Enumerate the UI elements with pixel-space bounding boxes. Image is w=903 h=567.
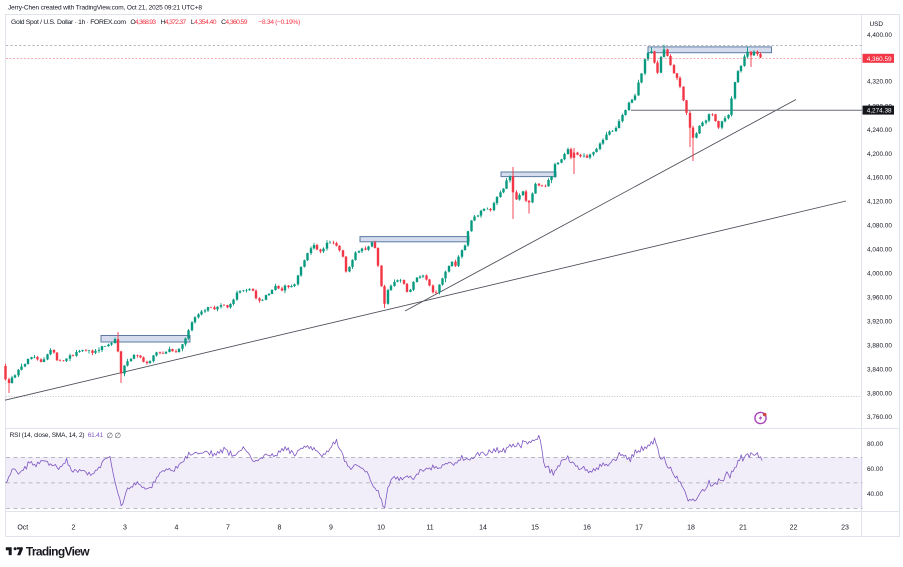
svg-text:61.41: 61.41 [88, 432, 104, 439]
svg-text:3,880.00: 3,880.00 [867, 342, 892, 349]
svg-text:4,160.00: 4,160.00 [867, 175, 892, 182]
svg-text:4,040.00: 4,040.00 [867, 247, 892, 254]
svg-text:3,960.00: 3,960.00 [867, 294, 892, 301]
svg-text:22: 22 [790, 525, 798, 532]
svg-text:16: 16 [583, 525, 591, 532]
svg-text:10: 10 [377, 525, 385, 532]
svg-text:7: 7 [226, 525, 230, 532]
svg-text:Gold Spot / U.S. Dollar · 1h ·: Gold Spot / U.S. Dollar · 1h · FOREX.com [11, 19, 126, 26]
svg-text:4,120.00: 4,120.00 [867, 199, 892, 206]
svg-text:23: 23 [841, 525, 849, 532]
svg-text:18: 18 [687, 525, 695, 532]
svg-text:40.00: 40.00 [867, 491, 883, 498]
svg-text:21: 21 [739, 525, 747, 532]
svg-text:4,240.00: 4,240.00 [867, 127, 892, 134]
svg-text:3,760.00: 3,760.00 [867, 414, 892, 421]
svg-text:3,840.00: 3,840.00 [867, 366, 892, 373]
svg-text:11: 11 [426, 525, 433, 532]
svg-text:9: 9 [329, 525, 333, 532]
svg-text:4,360.59: 4,360.59 [867, 56, 892, 63]
svg-text:14: 14 [479, 525, 487, 532]
svg-text:4,080.00: 4,080.00 [867, 223, 892, 230]
svg-text:8: 8 [278, 525, 282, 532]
svg-text:4,400.00: 4,400.00 [867, 32, 892, 39]
svg-text:Jerry-Chen created with Tradin: Jerry-Chen created with TradingView.com,… [8, 5, 202, 12]
svg-text:2: 2 [72, 525, 76, 532]
svg-text:60.00: 60.00 [867, 466, 883, 473]
svg-text:Oct: Oct [17, 525, 28, 532]
svg-text:USD: USD [870, 21, 884, 28]
svg-text:4: 4 [175, 525, 179, 532]
svg-text:3,920.00: 3,920.00 [867, 318, 892, 325]
svg-text:80.00: 80.00 [867, 441, 883, 448]
svg-text:TradingView: TradingView [26, 544, 90, 558]
svg-text:4,200.00: 4,200.00 [867, 151, 892, 158]
svg-text:−8.34 (−0.19%): −8.34 (−0.19%) [258, 19, 300, 26]
svg-text:4,000.00: 4,000.00 [867, 271, 892, 278]
svg-text:15: 15 [531, 525, 539, 532]
svg-text:4,274.38: 4,274.38 [867, 108, 892, 115]
svg-text:3,800.00: 3,800.00 [867, 390, 892, 397]
svg-text:L4,354.40: L4,354.40 [191, 19, 217, 26]
svg-text:∅: ∅ [115, 431, 121, 440]
svg-text:4,320.00: 4,320.00 [867, 79, 892, 86]
svg-text:O4,368.93: O4,368.93 [130, 19, 156, 26]
svg-text:C4,360.59: C4,360.59 [221, 19, 248, 26]
svg-text:∅: ∅ [107, 431, 113, 440]
svg-text:17: 17 [635, 525, 643, 532]
svg-text:RSI (14, close, SMA, 14, 2): RSI (14, close, SMA, 14, 2) [10, 432, 85, 439]
svg-text:H4,372.37: H4,372.37 [161, 19, 187, 26]
svg-text:3: 3 [123, 525, 127, 532]
